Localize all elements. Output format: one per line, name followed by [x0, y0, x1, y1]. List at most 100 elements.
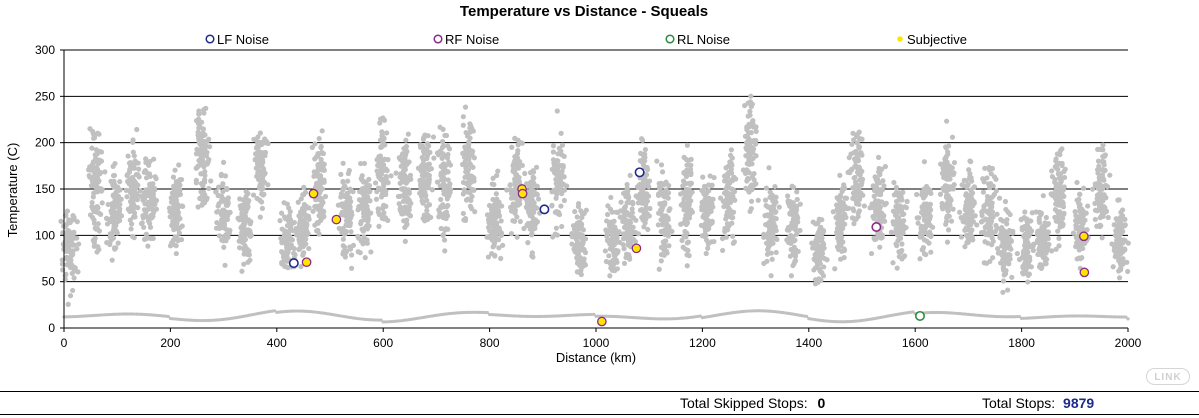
background-point	[376, 223, 382, 229]
background-point	[1054, 187, 1060, 193]
background-point	[255, 161, 261, 167]
background-point	[945, 227, 952, 233]
background-point	[1036, 217, 1042, 224]
background-point	[89, 200, 95, 206]
background-point	[949, 134, 956, 140]
background-point	[989, 204, 995, 210]
background-point	[204, 149, 210, 155]
background-point	[901, 218, 907, 224]
background-point	[94, 183, 100, 190]
background-point	[244, 198, 250, 204]
background-point	[987, 215, 993, 222]
background-point	[130, 137, 136, 143]
background-point	[834, 229, 840, 235]
background-point	[145, 218, 151, 224]
background-point	[879, 215, 885, 221]
background-point	[898, 249, 904, 255]
background-point	[709, 220, 715, 226]
background-point	[819, 217, 825, 223]
background-point	[364, 223, 370, 229]
background-point	[170, 205, 176, 211]
background-point	[852, 192, 858, 199]
background-point	[407, 213, 414, 219]
background-point	[559, 142, 566, 148]
background-point	[374, 189, 380, 195]
background-point	[485, 254, 492, 260]
background-point	[681, 233, 687, 239]
background-point	[974, 222, 980, 228]
background-point	[763, 185, 769, 191]
background-point	[730, 240, 736, 246]
background-point	[574, 269, 580, 275]
background-point	[662, 238, 668, 244]
background-point	[821, 264, 827, 270]
background-point	[361, 160, 368, 167]
background-point	[893, 203, 899, 210]
background-point	[504, 187, 510, 193]
background-point	[627, 172, 633, 179]
background-point	[550, 143, 557, 149]
background-point	[239, 268, 245, 274]
background-point	[962, 212, 968, 218]
background-point	[621, 260, 628, 267]
background-point	[511, 194, 517, 200]
background-point	[771, 215, 777, 221]
background-point	[1100, 147, 1106, 153]
background-point	[818, 224, 824, 230]
background-point	[91, 178, 97, 184]
background-point	[877, 180, 883, 186]
background-point	[340, 185, 346, 191]
background-point	[281, 263, 288, 269]
background-point	[684, 263, 690, 269]
background-point	[969, 216, 975, 222]
background-point	[379, 192, 385, 198]
background-point	[445, 226, 451, 232]
background-point	[611, 230, 617, 237]
background-point	[835, 235, 841, 241]
background-point	[641, 224, 647, 230]
background-point	[941, 204, 947, 210]
background-point	[380, 138, 386, 144]
background-point	[132, 158, 138, 164]
background-point	[899, 197, 905, 203]
background-point	[108, 237, 114, 244]
background-point	[899, 241, 905, 247]
background-point	[957, 209, 963, 215]
background-point	[318, 143, 324, 150]
background-point	[496, 199, 502, 205]
background-point	[377, 120, 383, 126]
background-point	[366, 176, 372, 182]
background-point	[751, 124, 757, 130]
background-point	[788, 232, 794, 239]
background-point	[1092, 216, 1098, 223]
background-point	[385, 157, 391, 163]
background-point	[1120, 207, 1126, 213]
background-point	[638, 150, 644, 156]
background-point	[94, 168, 101, 174]
background-point	[987, 258, 993, 265]
background-point	[257, 197, 263, 203]
background-point	[318, 215, 325, 221]
background-point	[659, 190, 665, 196]
background-point	[141, 207, 148, 213]
background-point	[642, 154, 648, 161]
background-point	[96, 228, 103, 234]
background-point	[461, 187, 467, 193]
background-point	[968, 191, 974, 197]
background-point	[131, 235, 137, 241]
background-point	[277, 218, 283, 224]
background-point	[830, 209, 836, 215]
background-point	[841, 184, 847, 190]
background-point	[817, 253, 823, 259]
background-point	[818, 277, 824, 283]
background-point	[661, 201, 667, 207]
background-point	[990, 238, 996, 244]
background-point	[179, 223, 185, 229]
background-point	[813, 238, 819, 244]
background-point	[554, 158, 560, 164]
background-point	[279, 248, 285, 255]
background-point	[707, 173, 713, 179]
background-point	[972, 213, 978, 219]
background-point	[383, 166, 389, 172]
background-point	[795, 219, 801, 225]
